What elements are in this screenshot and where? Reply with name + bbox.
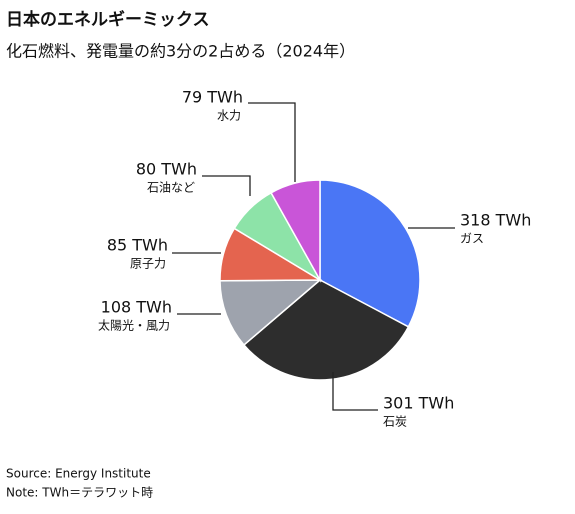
category-label: 石油など [147,181,195,195]
source-note: Source: Energy Institute [6,467,151,481]
value-label: 80 TWh [136,160,197,179]
pie-slice [319,179,421,328]
unit-note: Note: TWh＝テラワット時 [6,486,153,500]
value-label: 85 TWh [107,236,168,255]
value-label: 79 TWh [182,88,243,107]
category-label: 太陽光・風力 [98,318,170,333]
leader-line [202,175,251,196]
leader-line [248,102,296,182]
category-label: 水力 [217,109,241,123]
pie-slice [219,279,323,347]
value-label: 318 TWh [460,211,531,230]
category-label: 石炭 [383,415,407,429]
pie-slice [270,179,321,283]
value-label: 108 TWh [101,298,172,317]
leader-line [332,372,378,411]
value-label: 301 TWh [383,394,454,413]
chart-title: 日本のエネルギーミックス [6,9,210,30]
chart-subtitle: 化石燃料、発電量の約3分の2占める（2024年） [6,42,355,61]
pie-slice [242,279,410,381]
category-label: ガス [460,232,484,246]
category-label: 原子力 [130,257,166,271]
